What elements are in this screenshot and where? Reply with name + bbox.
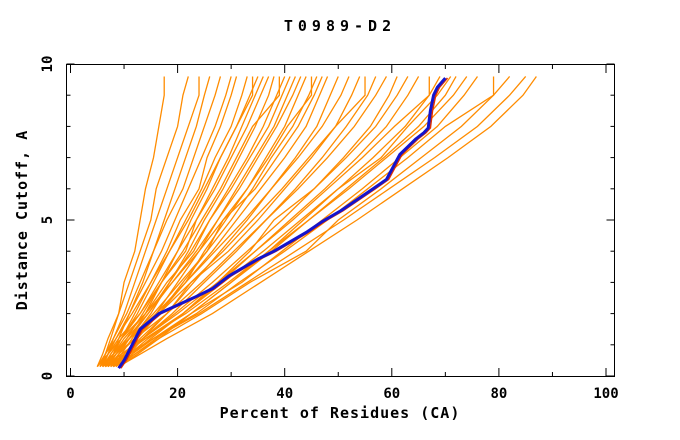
model-curve (112, 76, 420, 368)
model-curve (118, 76, 537, 368)
model-curve (102, 76, 291, 368)
model-curve (118, 76, 339, 368)
model-curve (99, 76, 366, 368)
model-curve (102, 76, 302, 368)
model-curve (96, 76, 189, 367)
model-curve (104, 76, 527, 368)
model-curve (104, 76, 430, 368)
model-curve (101, 76, 165, 367)
model-curve (96, 76, 259, 367)
model-curve (110, 76, 361, 368)
x-tick-label: 100 (593, 386, 618, 402)
model-curve (102, 76, 388, 368)
model-curve (99, 76, 280, 367)
y-tick-label: 10 (40, 56, 56, 73)
chart-title: T0989-D2 (283, 17, 397, 35)
model-curve (96, 76, 313, 368)
model-curve (113, 76, 511, 368)
y-tick-label: 0 (40, 372, 56, 380)
model-curve (115, 76, 457, 368)
secondary-model-curve (120, 77, 449, 369)
x-tick-label: 0 (66, 386, 74, 402)
highlighted-model-curve (117, 77, 447, 370)
x-tick-label: 20 (169, 386, 186, 402)
x-tick-label: 60 (383, 386, 400, 402)
x-axis-title: Percent of Residues (CA) (219, 404, 461, 422)
x-tick-label: 40 (276, 386, 293, 402)
y-tick-label: 5 (40, 216, 56, 224)
model-curve (118, 76, 398, 368)
model-curve (107, 76, 211, 367)
x-tick-label: 80 (490, 386, 507, 402)
y-axis-title: Distance Cutoff, A (13, 129, 31, 311)
model-curve (118, 76, 441, 368)
model-curve (99, 76, 222, 367)
